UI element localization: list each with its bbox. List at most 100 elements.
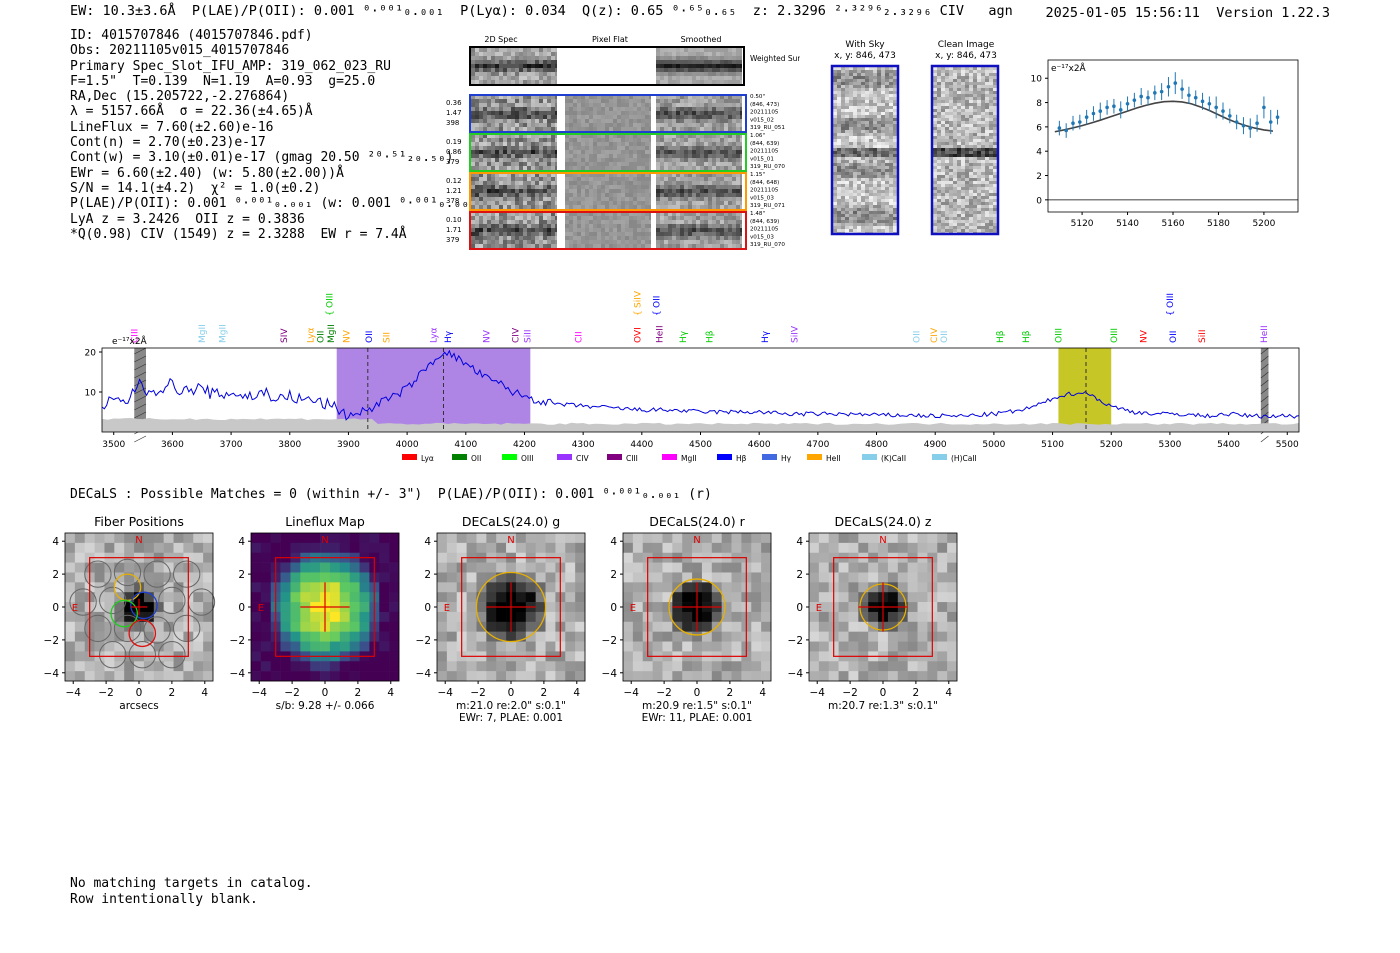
cutout-cell <box>724 185 728 189</box>
sky-pixel <box>853 97 857 100</box>
clean-pixel <box>945 190 949 193</box>
cutout-cell <box>487 158 491 162</box>
clean-pixel <box>981 211 985 214</box>
cutout-cell <box>617 150 621 154</box>
cutout-cell <box>495 146 499 150</box>
sky-pixel <box>885 166 889 169</box>
sky-pixel <box>865 118 869 121</box>
cutout-cell <box>609 107 613 111</box>
clean-pixel <box>985 94 989 97</box>
cutout-cell <box>555 220 557 224</box>
clean-pixel <box>953 154 957 157</box>
clean-pixel <box>945 124 949 127</box>
cutout-cell <box>688 150 692 154</box>
sky-pixel <box>885 184 889 187</box>
cutout-cell <box>660 193 664 197</box>
cutout-cell <box>621 150 625 154</box>
cutout-cell <box>543 127 547 131</box>
sky-pixel <box>837 67 841 70</box>
cutout-cell <box>569 224 573 228</box>
cutout-cell <box>649 138 651 142</box>
weighted-sum-cell <box>491 60 495 64</box>
cutout-cell <box>581 158 585 162</box>
cutout-cell <box>720 107 724 111</box>
clean-pixel <box>993 145 997 148</box>
cutout-cell <box>597 162 601 166</box>
cutout-cell <box>565 220 569 224</box>
cutout-cell <box>539 103 543 107</box>
weighted-sum-cell <box>708 52 712 56</box>
weighted-sum-cell <box>499 72 503 76</box>
clean-pixel <box>941 118 945 121</box>
cutout-cell <box>527 177 531 181</box>
cutout-cell <box>668 220 672 224</box>
cutout-cell <box>740 123 742 127</box>
cutout-cell <box>645 224 649 228</box>
clean-pixel <box>965 229 969 232</box>
clean-pixel <box>989 124 993 127</box>
sky-pixel <box>853 121 857 124</box>
clean-pixel <box>985 154 989 157</box>
sky-pixel <box>889 73 893 76</box>
clean-pixel <box>937 115 941 118</box>
sky-pixel <box>869 223 873 226</box>
cutout-cell <box>565 224 569 228</box>
weighted-sum-cell <box>720 68 724 72</box>
clean-pixel <box>977 100 981 103</box>
cutout-cell <box>728 220 732 224</box>
cutout-cell <box>515 185 519 189</box>
weighted-sum-cell <box>708 48 712 52</box>
weighted-sum-cell <box>491 76 495 80</box>
sky-pixel <box>877 193 881 196</box>
cutout-cell <box>696 119 700 123</box>
cutout-cell <box>511 181 515 185</box>
cutout-cell <box>535 177 539 181</box>
weighted-sum-cell <box>708 72 712 76</box>
cutout-cell <box>479 127 483 131</box>
clean-pixel <box>953 106 957 109</box>
cutout-left-stat: 379 <box>446 236 459 244</box>
clean-pixel <box>941 163 945 166</box>
cutout-cell <box>700 224 704 228</box>
sky-pixel <box>889 76 893 79</box>
cutout-cell <box>483 197 487 201</box>
cutout-cell <box>740 146 742 150</box>
cutout-cell <box>519 201 523 205</box>
cutout-cell <box>720 181 724 185</box>
sky-pixel <box>837 76 841 79</box>
clean-pixel <box>957 91 961 94</box>
sky-pixel <box>893 211 897 214</box>
sky-pixel <box>889 196 893 199</box>
cutout-cell <box>609 228 613 232</box>
cutout-cell <box>664 154 668 158</box>
weighted-sum-cell <box>712 72 716 76</box>
cutout-cell <box>577 177 581 181</box>
cutout-cell <box>519 220 523 224</box>
cutout-cell <box>712 154 716 158</box>
cutout-cell <box>621 197 625 201</box>
sky-pixel <box>889 97 893 100</box>
cutout-cell <box>645 166 649 170</box>
clean-pixel <box>989 181 993 184</box>
cutout-cell <box>535 201 539 205</box>
cutout-cell <box>539 95 543 99</box>
cutout-cell <box>593 146 597 150</box>
clean-pixel <box>969 208 973 211</box>
sky-pixel <box>889 154 893 157</box>
weighted-sum-cell <box>495 76 499 80</box>
cutout-cell <box>629 177 633 181</box>
sky-pixel <box>869 130 873 133</box>
sky-pixel <box>865 67 869 70</box>
cutout-cell <box>487 201 491 205</box>
sky-pixel <box>861 82 865 85</box>
cutout-cell <box>684 111 688 115</box>
weighted-sum-cell <box>656 64 660 68</box>
cutout-cell <box>585 205 589 209</box>
cutout-cell <box>519 162 523 166</box>
cutout-cell <box>601 232 605 236</box>
cutout-cell <box>573 240 577 244</box>
cutout-cell <box>605 127 609 131</box>
cutout-cell <box>479 224 483 228</box>
clean-pixel <box>957 106 961 109</box>
sky-pixel <box>853 181 857 184</box>
